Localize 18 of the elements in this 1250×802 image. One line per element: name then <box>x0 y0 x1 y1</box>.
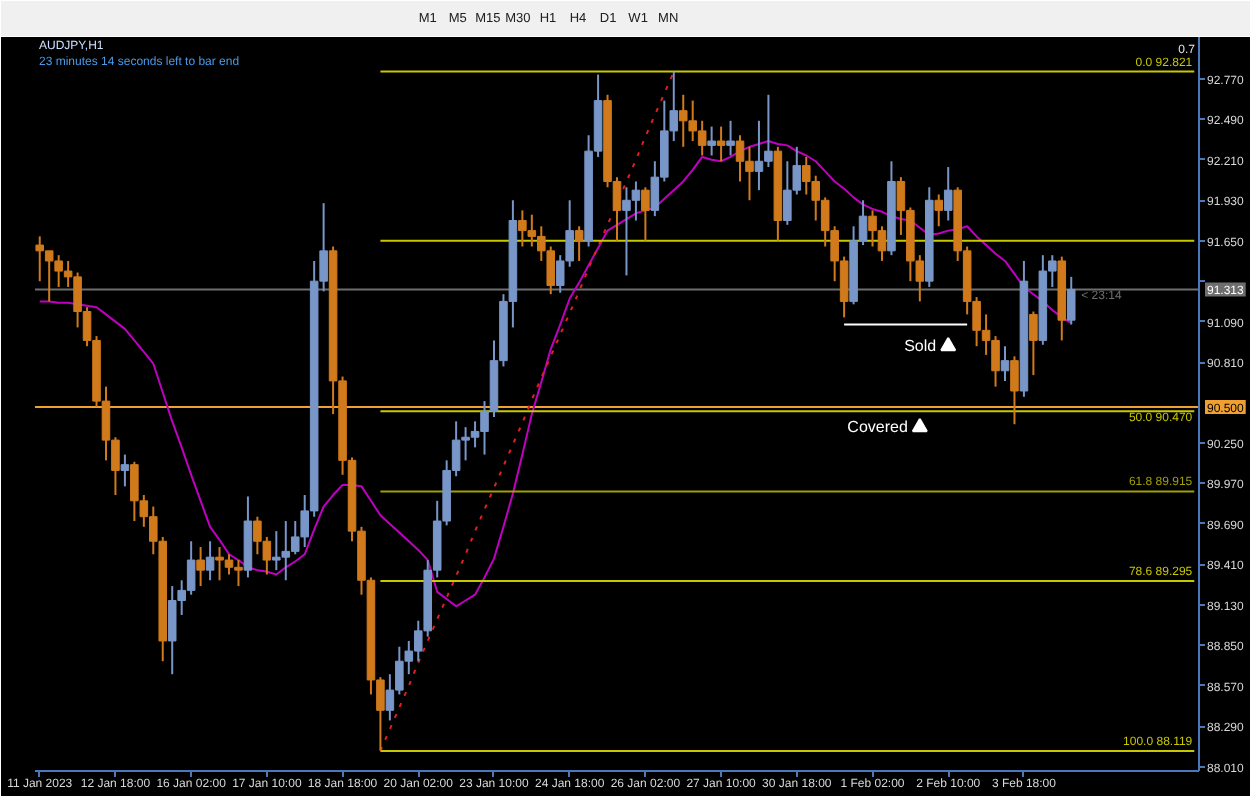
line-series <box>379 70 675 752</box>
candlestick <box>196 546 205 588</box>
candlestick <box>934 193 944 228</box>
line-series <box>38 140 1073 608</box>
candlestick <box>574 225 584 262</box>
candlestick <box>120 453 130 488</box>
candlestick <box>1066 275 1076 326</box>
candlestick <box>943 166 953 222</box>
candlestick <box>1010 355 1019 426</box>
candlestick <box>641 186 650 242</box>
candlestick <box>726 119 735 157</box>
data-label: Covered <box>847 418 908 437</box>
candlestick <box>716 125 726 163</box>
candlestick <box>205 540 215 582</box>
candlestick <box>707 125 716 157</box>
data-label: Sold <box>904 337 937 356</box>
candlestick <box>1000 345 1010 382</box>
candlestick <box>1029 310 1038 377</box>
